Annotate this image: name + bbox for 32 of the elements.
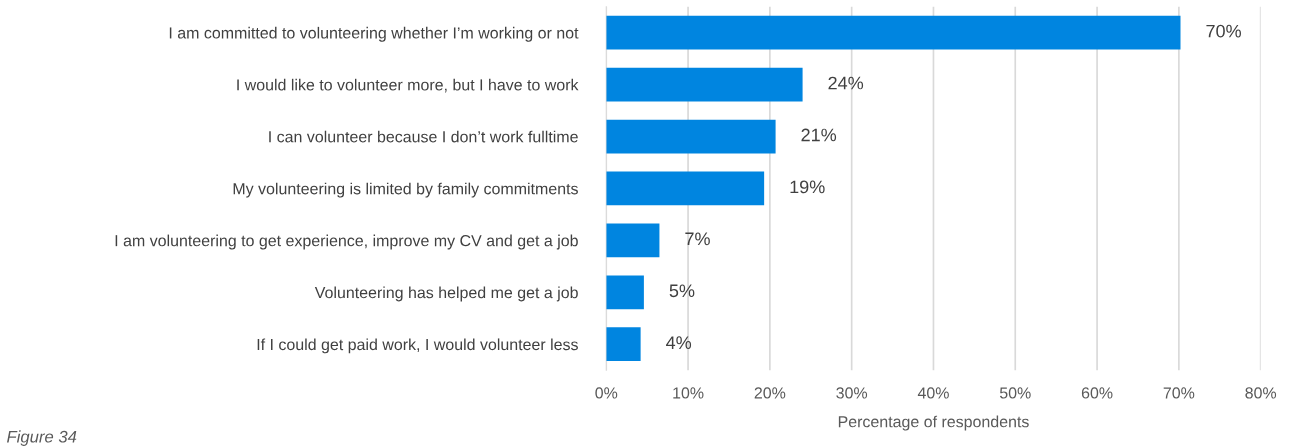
x-axis-title: Percentage of respondents <box>838 415 1029 431</box>
x-tick-label: 50% <box>999 387 1031 399</box>
bar <box>606 15 1181 50</box>
y-tick-label: I am volunteering to get experience, improve my CV and get a job <box>115 234 578 250</box>
x-tick-label: 70% <box>1163 387 1195 399</box>
data-label: 7% <box>685 232 710 246</box>
y-tick-label: My volunteering is limited by family commitments <box>233 182 578 198</box>
bar <box>606 67 803 102</box>
y-tick-label: If I could get paid work, I would volunteer less <box>257 338 578 354</box>
data-label: 4% <box>666 336 692 349</box>
y-tick-label: I am committed to volunteering whether I’m working or not <box>169 26 579 42</box>
bar <box>606 327 641 362</box>
bar <box>606 119 776 154</box>
x-tick-label: 40% <box>917 387 949 399</box>
y-tick-label: I would like to volunteer more, but I have to work <box>237 78 579 93</box>
data-label: 24% <box>828 76 864 90</box>
y-tick-label: Volunteering has helped me get a job <box>314 286 578 302</box>
y-tick-label: I can volunteer because I don’t work fulltime <box>269 130 578 143</box>
bar <box>606 223 660 258</box>
caption: Figure 34 <box>7 430 77 446</box>
x-tick-label: 30% <box>836 387 868 399</box>
x-tick-label: 0% <box>595 387 618 399</box>
x-tick-label: 20% <box>754 387 786 399</box>
data-label: 5% <box>669 284 695 298</box>
x-tick-label: 60% <box>1081 387 1113 399</box>
data-label: 21% <box>801 128 837 142</box>
x-tick-label: 80% <box>1245 387 1277 399</box>
x-tick-label: 10% <box>673 387 704 399</box>
bar <box>606 275 644 310</box>
data-label: 19% <box>790 180 825 194</box>
bar <box>606 171 765 206</box>
data-label: 70% <box>1206 24 1241 38</box>
